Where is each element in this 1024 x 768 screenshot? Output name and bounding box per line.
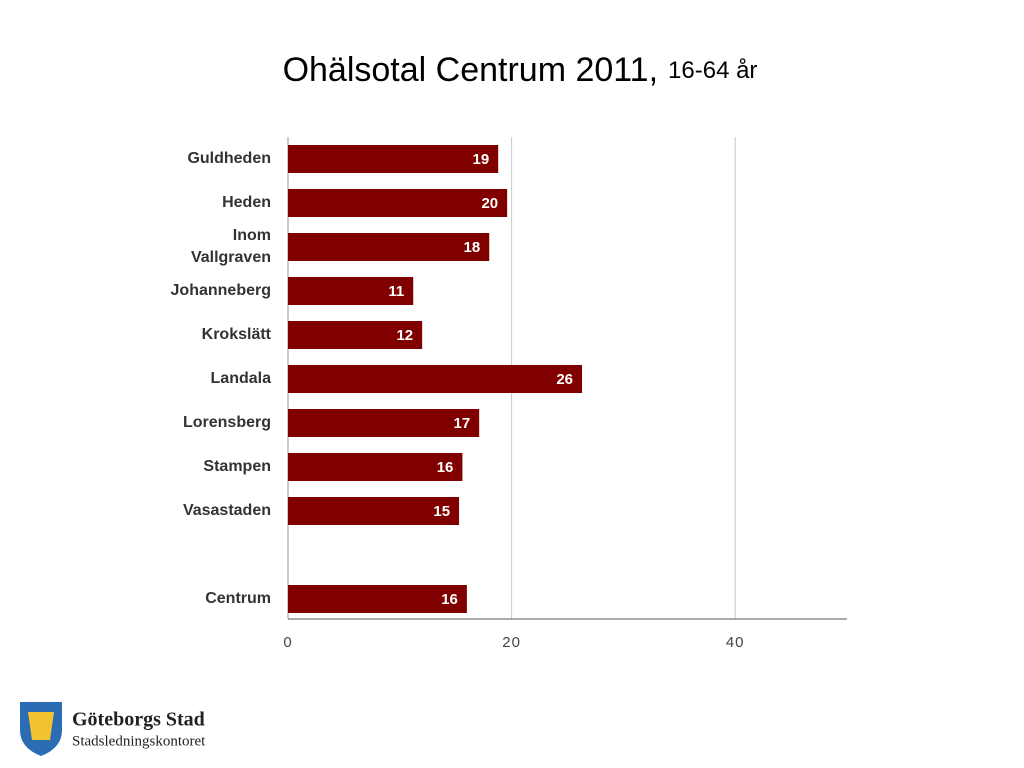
bar — [288, 321, 423, 349]
bar — [288, 585, 467, 613]
value-label: 11 — [388, 283, 404, 300]
title: Ohälsotal Centrum 2011, — [283, 51, 658, 89]
y-tick-label: Heden — [222, 194, 271, 211]
logo-lion — [28, 712, 54, 740]
bar — [288, 409, 480, 437]
bar — [288, 277, 414, 305]
y-tick-label: Krokslätt — [201, 326, 271, 343]
y-tick-label: Lorensberg — [182, 414, 271, 431]
value-label: 20 — [481, 195, 498, 212]
y-tick-label: Guldheden — [187, 150, 271, 167]
value-label: 12 — [396, 327, 413, 344]
value-label: 16 — [441, 591, 458, 608]
x-tick-label: 40 — [726, 634, 745, 651]
bar — [288, 189, 508, 217]
value-label: 16 — [437, 459, 454, 476]
bar — [288, 497, 460, 525]
value-label: 17 — [453, 415, 470, 432]
x-tick-label: 20 — [502, 634, 521, 651]
y-tick-label: Inom Vallgraven — [190, 227, 271, 266]
subtitle: 16-64 år — [668, 57, 757, 84]
logo-subtitle: Stadsledningskontoret — [72, 733, 206, 749]
x-tick-label: 0 — [283, 634, 292, 651]
logo: Göteborgs Stad Stadsledningskontoret — [20, 702, 206, 756]
y-tick-label: Stampen — [203, 458, 271, 475]
value-label: 15 — [433, 503, 450, 520]
y-tick-label: Vasastaden — [182, 502, 271, 519]
y-tick-label: Centrum — [205, 590, 271, 607]
y-tick-label: Landala — [210, 370, 271, 387]
bar — [288, 453, 463, 481]
bar — [288, 233, 490, 261]
logo-title: Göteborgs Stad — [72, 709, 205, 731]
bar — [288, 145, 499, 173]
value-label: 18 — [464, 239, 481, 256]
value-label: 19 — [472, 151, 489, 168]
bar — [288, 365, 583, 393]
y-tick-label: Johanneberg — [170, 282, 271, 299]
value-label: 26 — [556, 371, 573, 388]
chart-title: Ohälsotal Centrum 2011, 16-64 år — [283, 51, 758, 89]
